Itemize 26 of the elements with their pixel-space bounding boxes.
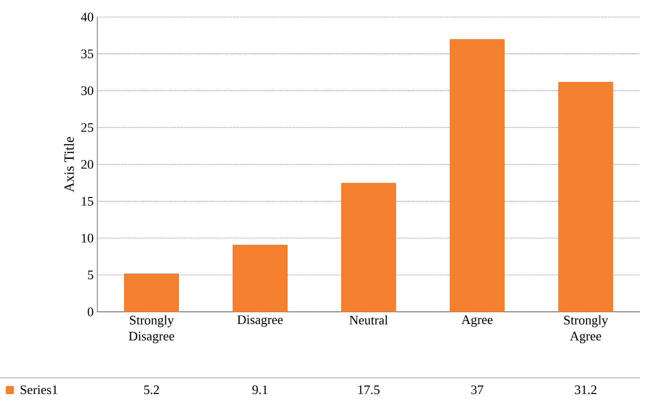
y-tick-label: 5 <box>88 270 94 280</box>
bar <box>124 274 180 312</box>
bar <box>558 82 614 312</box>
y-tick-label: 25 <box>81 123 94 132</box>
y-tick-label: 35 <box>81 50 94 58</box>
y-tick-label: 0 <box>88 308 94 316</box>
data-label: 5.2 <box>144 386 159 394</box>
y-tick-label: 20 <box>81 160 94 169</box>
data-label: 17.5 <box>358 386 380 394</box>
y-tick-label: 40 <box>80 12 94 22</box>
x-tick-label: Strongly Agree <box>564 315 608 344</box>
y-tick-label: 10 <box>82 234 94 243</box>
x-tick-label: Neutral <box>350 315 388 325</box>
bar <box>341 182 396 312</box>
y-tick-label: 30 <box>81 86 94 96</box>
data-label: 9.1 <box>252 386 268 394</box>
data-label: 37 <box>471 386 484 394</box>
x-tick-label: Disagree <box>237 315 283 327</box>
legend-label: Series1 <box>20 386 58 394</box>
y-tick-label: 15 <box>82 197 94 206</box>
bar <box>450 39 505 312</box>
y-axis-title: Axis Title <box>64 137 74 192</box>
x-tick-label: Strongly Disagree <box>128 315 174 344</box>
data-label: 31.2 <box>574 386 596 394</box>
x-tick-label: Agree <box>461 315 493 327</box>
bar <box>232 244 288 312</box>
